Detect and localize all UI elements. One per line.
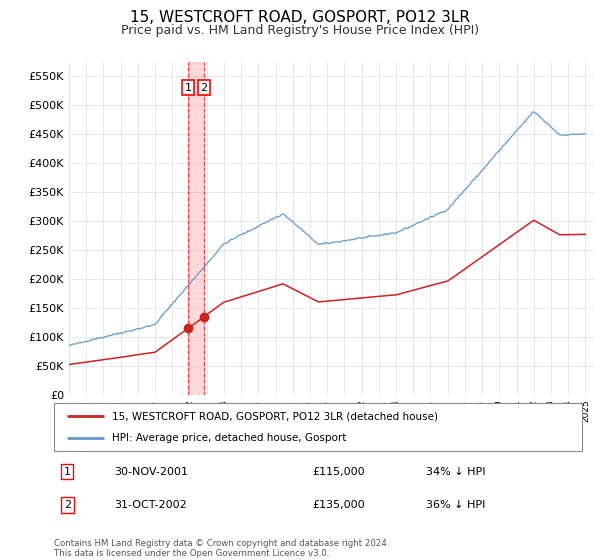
Text: 1: 1 [185,83,191,92]
Bar [188,62,204,395]
Text: 2: 2 [200,83,208,92]
Text: 1: 1 [64,466,71,477]
Text: £115,000: £115,000 [312,466,365,477]
Text: HPI: Average price, detached house, Gosport: HPI: Average price, detached house, Gosp… [112,433,346,443]
Text: 15, WESTCROFT ROAD, GOSPORT, PO12 3LR (detached house): 15, WESTCROFT ROAD, GOSPORT, PO12 3LR (d… [112,411,438,421]
Text: 31-OCT-2002: 31-OCT-2002 [114,500,187,510]
Text: 30-NOV-2001: 30-NOV-2001 [114,466,188,477]
Text: 15, WESTCROFT ROAD, GOSPORT, PO12 3LR: 15, WESTCROFT ROAD, GOSPORT, PO12 3LR [130,10,470,25]
Text: 36% ↓ HPI: 36% ↓ HPI [426,500,485,510]
Text: Price paid vs. HM Land Registry's House Price Index (HPI): Price paid vs. HM Land Registry's House … [121,24,479,36]
Text: Contains HM Land Registry data © Crown copyright and database right 2024.: Contains HM Land Registry data © Crown c… [54,539,389,548]
Text: £135,000: £135,000 [312,500,365,510]
Text: This data is licensed under the Open Government Licence v3.0.: This data is licensed under the Open Gov… [54,549,329,558]
Text: 2: 2 [64,500,71,510]
FancyBboxPatch shape [54,403,582,451]
Text: 34% ↓ HPI: 34% ↓ HPI [426,466,485,477]
